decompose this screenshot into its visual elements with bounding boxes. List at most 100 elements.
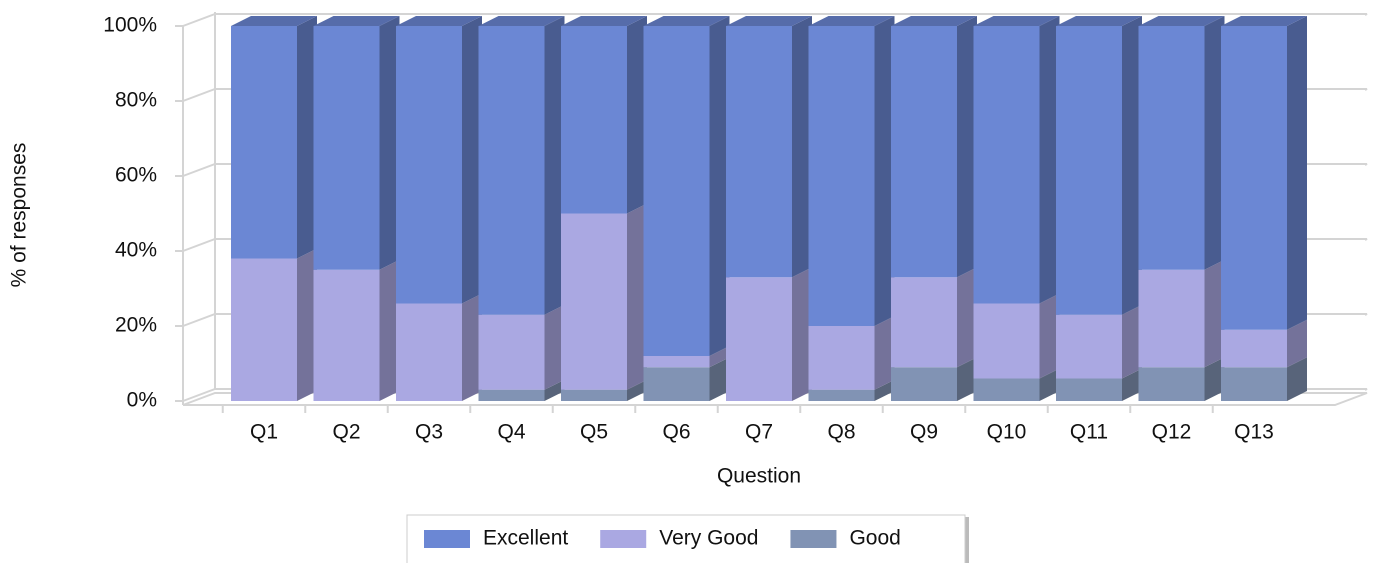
legend-swatch xyxy=(600,530,647,548)
bar-segment xyxy=(1221,329,1287,368)
bar-top xyxy=(313,16,400,26)
bar-side xyxy=(627,203,647,390)
bar-side xyxy=(544,304,565,390)
bar-top xyxy=(396,16,482,26)
bar-side xyxy=(297,248,317,401)
bar-top xyxy=(1221,16,1307,26)
bar-segment xyxy=(891,367,957,401)
bar-segment xyxy=(313,269,380,401)
bar-segment xyxy=(973,378,1040,401)
legend-label: Excellent xyxy=(483,527,568,550)
bar-segment xyxy=(478,389,545,401)
x-tick-label: Q6 xyxy=(662,421,690,444)
y-tick-label: 60% xyxy=(115,164,157,187)
bar-segment xyxy=(808,389,875,401)
bar-segment xyxy=(561,26,627,214)
bar-side xyxy=(792,267,812,401)
bar-top xyxy=(973,16,1060,26)
bar-side xyxy=(1204,16,1225,270)
bar-segment xyxy=(643,356,710,368)
x-axis-label: Question xyxy=(717,465,801,488)
bar-side xyxy=(709,357,730,401)
bar-side xyxy=(792,16,812,278)
x-tick-label: Q4 xyxy=(497,421,525,444)
bar-segment xyxy=(891,26,957,278)
bar-side xyxy=(874,16,895,326)
bar-side xyxy=(874,316,895,390)
bar-segment xyxy=(643,367,710,401)
legend-label: Good xyxy=(849,527,900,550)
bar-side xyxy=(1039,16,1060,304)
y-tick-label: 80% xyxy=(115,89,157,112)
bar-side xyxy=(544,379,565,401)
bar-segment xyxy=(891,277,957,368)
legend-label: Very Good xyxy=(659,527,758,550)
bar-top xyxy=(561,16,647,26)
bar-top xyxy=(1056,16,1142,26)
bar-segment xyxy=(643,26,710,356)
bar-side xyxy=(1122,16,1142,315)
legend-box xyxy=(406,514,966,563)
bar-top xyxy=(726,16,812,26)
bar-side xyxy=(462,16,482,304)
bar-side xyxy=(462,293,482,401)
bar-side xyxy=(379,259,400,401)
bar-side xyxy=(1204,259,1225,368)
bar-segment xyxy=(973,303,1040,379)
x-tick-label: Q3 xyxy=(415,421,443,444)
legend-swatch xyxy=(424,530,470,548)
bar-segment xyxy=(1056,26,1122,315)
bar-side xyxy=(627,379,647,401)
x-tick-label: Q9 xyxy=(910,421,938,444)
bar-top xyxy=(891,16,977,26)
bar-side xyxy=(297,16,317,259)
bar-side xyxy=(379,16,400,270)
floor xyxy=(182,392,1368,406)
bar-segment xyxy=(1138,367,1205,401)
bar-segment xyxy=(1056,378,1122,401)
x-tick-label: Q10 xyxy=(987,421,1027,444)
bar-segment xyxy=(561,213,627,390)
bar-side xyxy=(957,16,977,278)
bar-segment xyxy=(313,26,380,270)
bar-segment xyxy=(478,26,545,315)
bar-segment xyxy=(1221,26,1287,330)
bar-side xyxy=(957,357,977,401)
x-tick-label: Q1 xyxy=(250,421,278,444)
x-tick-label: Q13 xyxy=(1234,421,1274,444)
bar-segment xyxy=(396,303,462,401)
bar-segment xyxy=(808,26,875,326)
bar-side xyxy=(1287,357,1307,401)
bar-segment xyxy=(726,277,792,401)
bar-segment xyxy=(231,258,297,401)
y-tick-label: 20% xyxy=(115,314,157,337)
bar-segment xyxy=(1221,367,1287,401)
bar-segment xyxy=(808,326,875,390)
bar-side xyxy=(1122,368,1142,401)
bar-side xyxy=(544,16,565,315)
bar-side xyxy=(1287,319,1307,368)
bar-side xyxy=(627,16,647,214)
bar-segment xyxy=(561,389,627,401)
bar-segment xyxy=(396,26,462,304)
y-tick-label: 0% xyxy=(127,389,157,412)
bar-segment xyxy=(1138,26,1205,270)
bar-segment xyxy=(231,26,297,259)
bar-side xyxy=(1039,368,1060,401)
bar-side xyxy=(1287,16,1307,330)
bar-side xyxy=(874,379,895,401)
bar-segment xyxy=(478,314,545,390)
bar-top xyxy=(808,16,895,26)
y-tick-label: 40% xyxy=(115,239,157,262)
bar-top xyxy=(643,16,730,26)
bar-segment xyxy=(1138,269,1205,368)
x-tick-label: Q8 xyxy=(827,421,855,444)
bar-segment xyxy=(973,26,1040,304)
bar-side xyxy=(1122,304,1142,379)
x-tick-label: Q7 xyxy=(745,421,773,444)
x-tick-label: Q5 xyxy=(580,421,608,444)
bar-top xyxy=(231,16,317,26)
legend-swatch xyxy=(790,530,837,548)
y-tick-label: 100% xyxy=(103,14,157,37)
